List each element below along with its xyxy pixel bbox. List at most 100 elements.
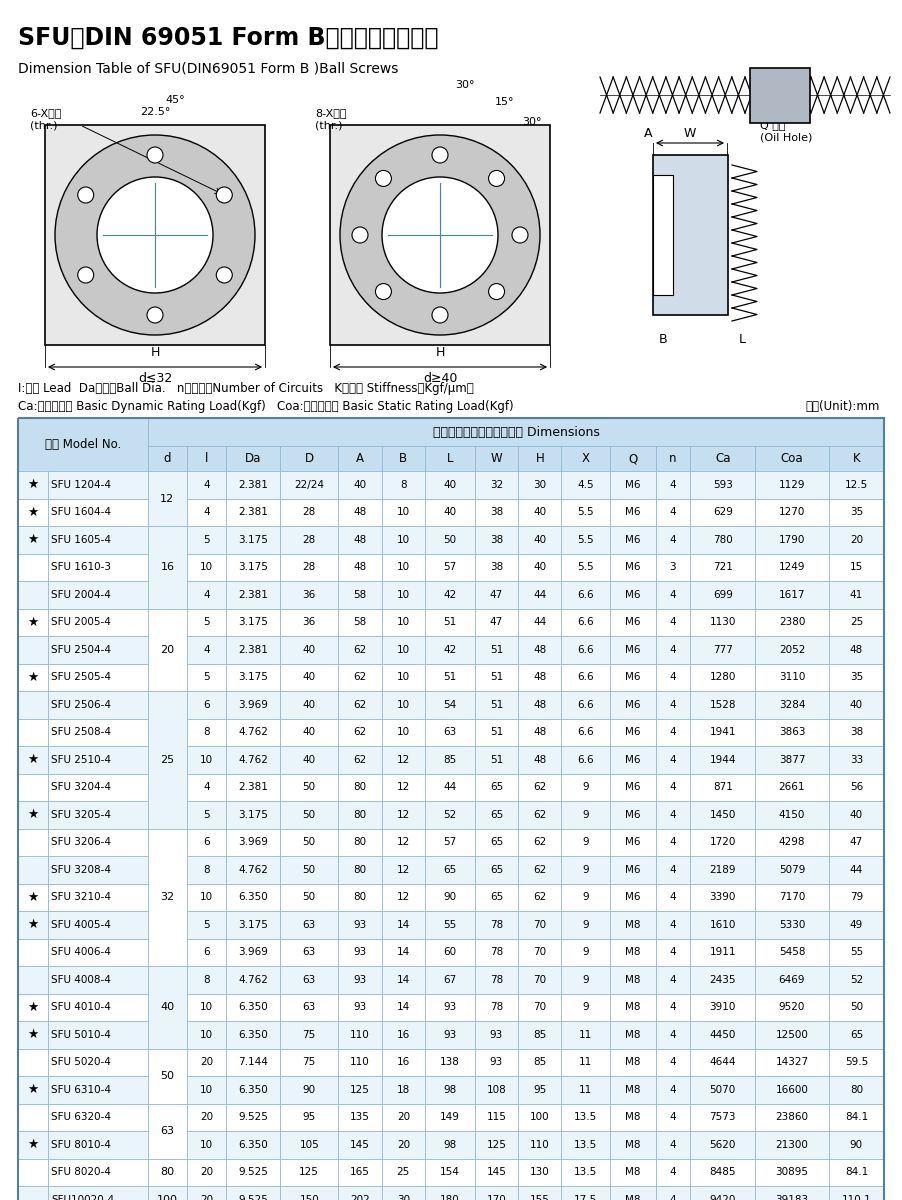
Bar — [656, 828, 690, 856]
Bar — [338, 938, 382, 966]
Text: 78: 78 — [490, 947, 503, 958]
Text: 80: 80 — [354, 893, 366, 902]
Bar — [382, 1021, 425, 1049]
Bar — [148, 691, 187, 828]
Bar — [690, 994, 755, 1021]
Text: 8-X通孔: 8-X通孔 — [315, 108, 346, 118]
Text: W: W — [491, 452, 502, 464]
Bar — [382, 828, 425, 856]
Text: 6: 6 — [203, 947, 209, 958]
Text: 45°: 45° — [165, 95, 185, 104]
Bar — [425, 938, 474, 966]
Bar — [280, 1076, 338, 1104]
Bar — [187, 719, 226, 746]
Text: M6: M6 — [625, 589, 640, 600]
Bar — [755, 691, 829, 719]
Bar — [518, 774, 561, 802]
Text: Ca: Ca — [715, 452, 731, 464]
Bar — [690, 883, 755, 911]
Bar — [187, 498, 226, 526]
Bar — [829, 746, 884, 774]
Bar — [425, 856, 474, 883]
Text: 1720: 1720 — [710, 838, 736, 847]
Text: M8: M8 — [625, 1085, 640, 1094]
Bar — [755, 719, 829, 746]
Bar — [561, 774, 610, 802]
Text: 11: 11 — [579, 1057, 593, 1067]
Text: A: A — [356, 452, 364, 464]
Bar — [330, 125, 550, 346]
Text: 8: 8 — [203, 865, 209, 875]
Bar — [49, 608, 148, 636]
Text: M6: M6 — [625, 617, 640, 628]
Text: 6-X通孔: 6-X通孔 — [30, 108, 61, 118]
Text: 38: 38 — [490, 508, 503, 517]
Text: 84.1: 84.1 — [845, 1112, 868, 1122]
Text: 17.5: 17.5 — [575, 1195, 597, 1200]
Bar — [474, 470, 518, 498]
Text: 65: 65 — [850, 1030, 863, 1039]
Text: (thr.): (thr.) — [315, 120, 343, 130]
Circle shape — [216, 266, 233, 283]
Bar — [338, 966, 382, 994]
Bar — [226, 526, 280, 553]
Text: M6: M6 — [625, 782, 640, 792]
Text: 3.175: 3.175 — [238, 919, 268, 930]
Text: 50: 50 — [303, 810, 316, 820]
Text: 2.381: 2.381 — [238, 589, 268, 600]
Text: 12: 12 — [397, 893, 410, 902]
Text: ★: ★ — [28, 505, 39, 518]
Text: 780: 780 — [713, 535, 732, 545]
Bar — [474, 994, 518, 1021]
Text: 40: 40 — [354, 480, 366, 490]
Bar — [280, 1158, 338, 1186]
Bar — [518, 911, 561, 938]
Text: 5.5: 5.5 — [577, 563, 594, 572]
Bar — [425, 1021, 474, 1049]
Text: 63: 63 — [302, 947, 316, 958]
Bar — [656, 774, 690, 802]
Bar — [829, 1158, 884, 1186]
Text: 90: 90 — [850, 1140, 863, 1150]
Text: 21300: 21300 — [776, 1140, 808, 1150]
Text: 4: 4 — [669, 974, 676, 985]
Bar — [49, 856, 148, 883]
Text: 40: 40 — [303, 644, 316, 655]
Bar — [755, 581, 829, 608]
Text: 4: 4 — [669, 947, 676, 958]
Text: 40: 40 — [850, 810, 863, 820]
Text: 14: 14 — [397, 974, 410, 985]
Text: 62: 62 — [533, 810, 547, 820]
Bar — [49, 1104, 148, 1130]
Text: 65: 65 — [490, 782, 503, 792]
Bar — [755, 1049, 829, 1076]
Text: 2.381: 2.381 — [238, 508, 268, 517]
Text: 4: 4 — [669, 508, 676, 517]
Text: A: A — [644, 127, 652, 140]
Circle shape — [382, 176, 498, 293]
Bar — [610, 446, 656, 470]
Bar — [610, 553, 656, 581]
Bar — [148, 828, 187, 966]
Bar — [829, 994, 884, 1021]
Text: 25: 25 — [161, 755, 174, 764]
Text: SFU 4010-4: SFU 4010-4 — [51, 1002, 111, 1013]
Text: 75: 75 — [302, 1057, 316, 1067]
Bar — [280, 719, 338, 746]
Circle shape — [216, 187, 233, 203]
Text: 3.175: 3.175 — [238, 535, 268, 545]
Text: 3910: 3910 — [710, 1002, 736, 1013]
Text: 5079: 5079 — [778, 865, 805, 875]
Text: 14327: 14327 — [776, 1057, 808, 1067]
Text: 80: 80 — [161, 1168, 174, 1177]
Bar — [474, 553, 518, 581]
Text: 51: 51 — [490, 700, 503, 709]
Text: 6.350: 6.350 — [238, 1140, 268, 1150]
Bar — [690, 911, 755, 938]
Bar — [474, 719, 518, 746]
Text: 25: 25 — [850, 617, 863, 628]
Bar — [49, 1076, 148, 1104]
Text: 4: 4 — [669, 810, 676, 820]
Bar — [474, 1130, 518, 1158]
Text: 4: 4 — [669, 893, 676, 902]
